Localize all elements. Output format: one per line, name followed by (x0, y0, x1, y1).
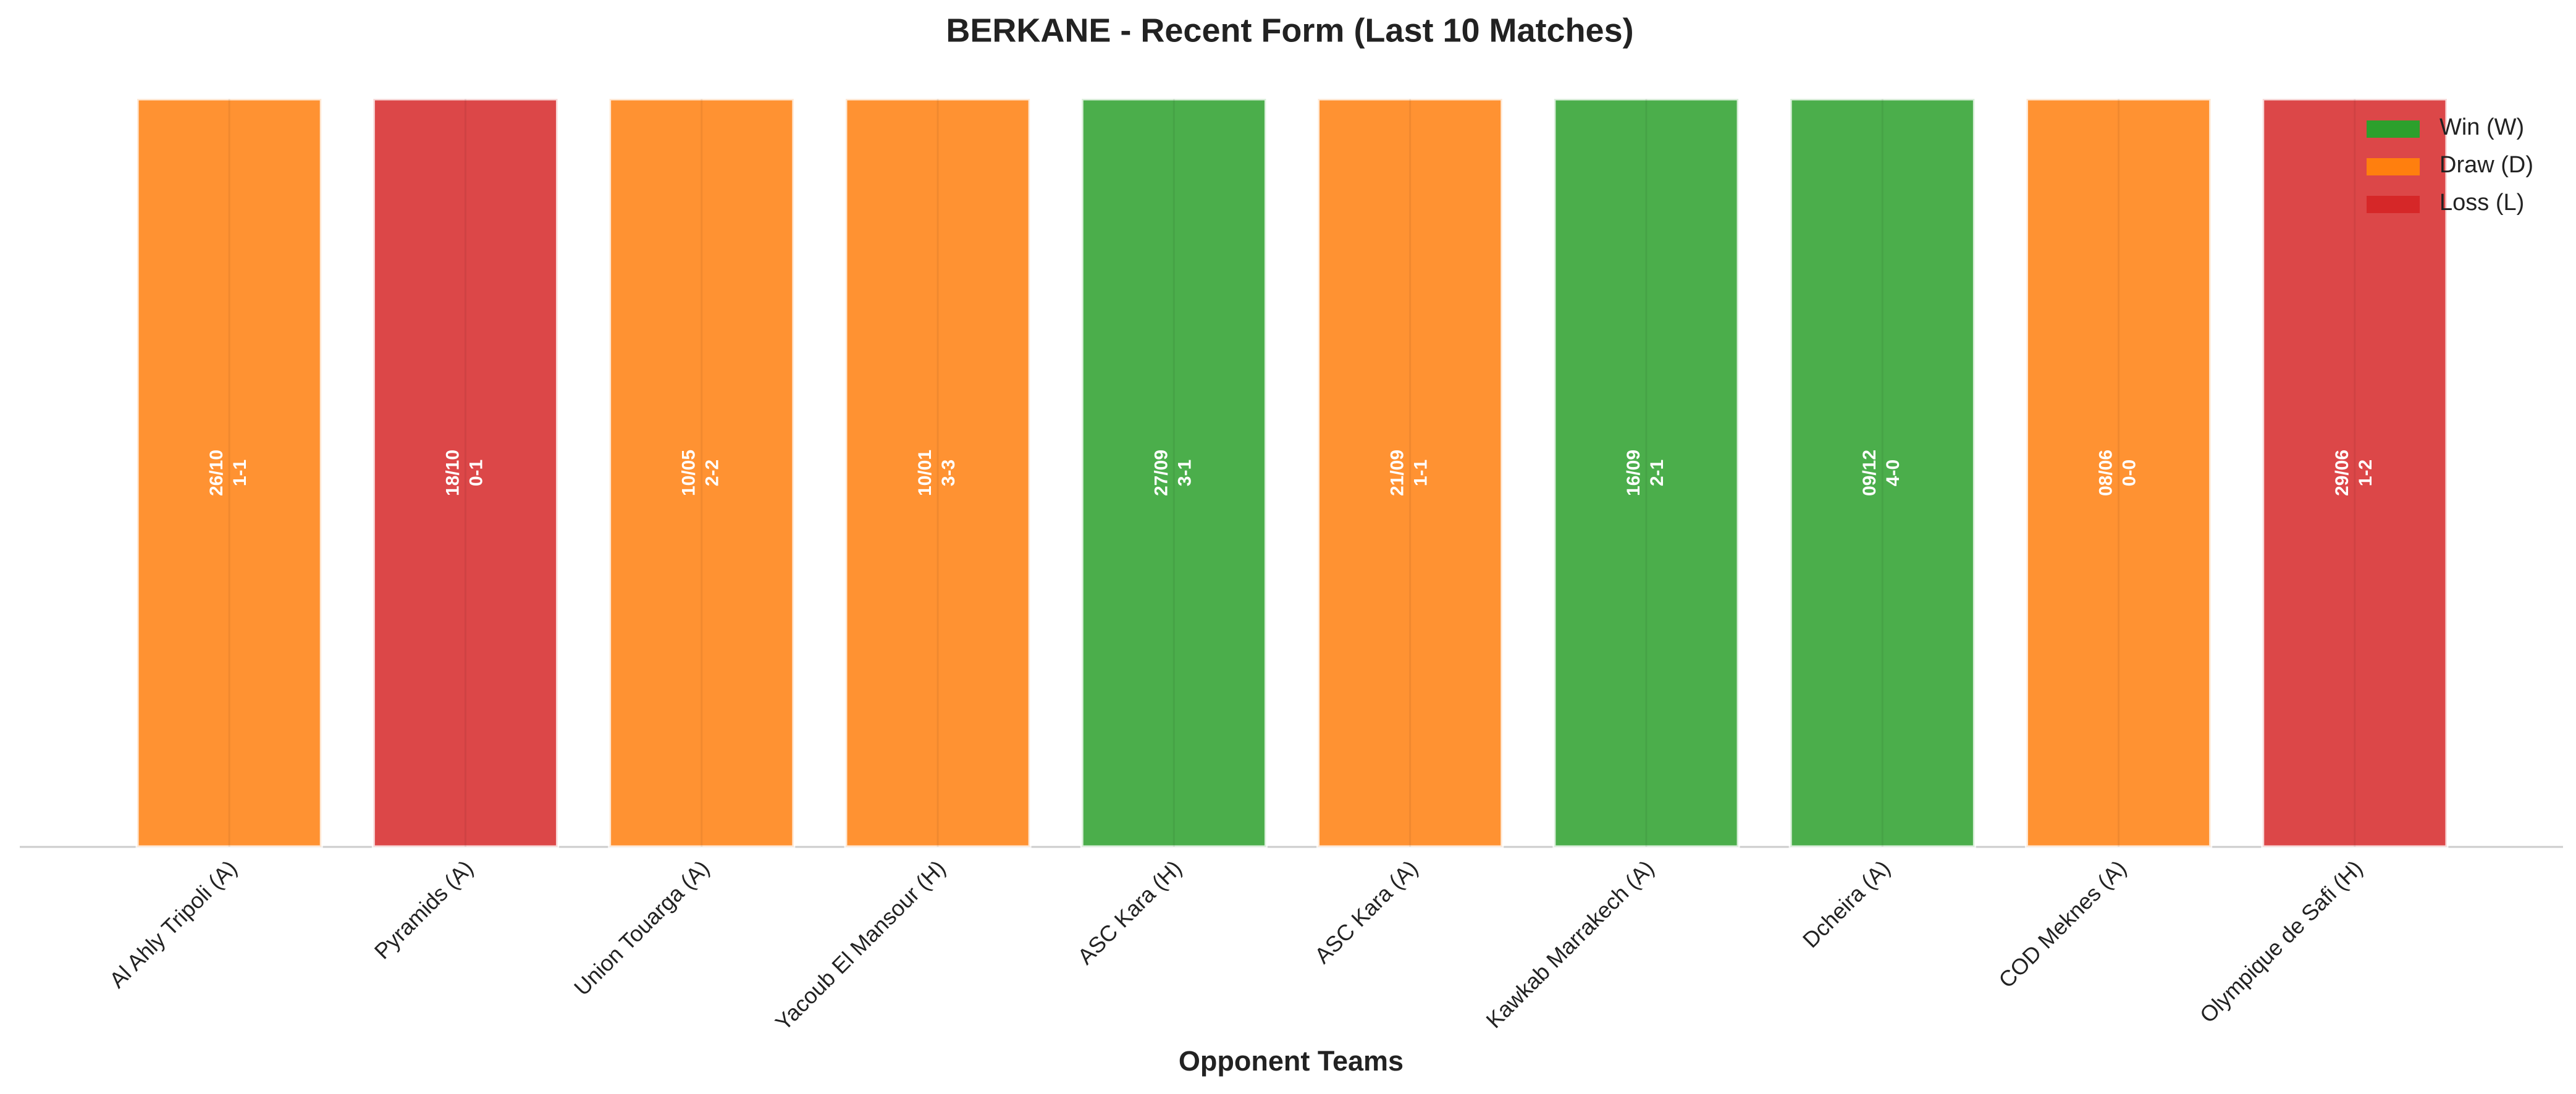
x-tick-label: Al Ahly Tripoli (A) (104, 855, 242, 993)
bar-date-label: 18/10 (442, 450, 463, 496)
bar (844, 97, 1032, 849)
bar-score-label: 2-2 (702, 460, 723, 486)
legend-label: Loss (L) (2439, 190, 2524, 216)
bar-score-label: 2-1 (1647, 460, 1667, 486)
bar-date-label: 27/09 (1151, 450, 1171, 496)
bar (2261, 97, 2449, 849)
bar-score-label: 1-2 (2355, 460, 2376, 486)
x-tick-label: ASC Kara (H) (1072, 855, 1187, 969)
bar (608, 97, 796, 849)
bar (1080, 97, 1268, 849)
bar-date-label: 29/06 (2332, 450, 2352, 496)
x-tick-label: Yacoub El Mansour (H) (770, 855, 951, 1035)
bar-date-label: 10/01 (915, 450, 935, 496)
bar-date-label: 26/10 (206, 450, 227, 496)
bar (1788, 97, 1976, 849)
bar-score-label: 4-0 (1883, 460, 1903, 486)
bar (1316, 97, 1504, 849)
x-tick-label: COD Meknes (A) (1993, 855, 2131, 993)
bar-date-label: 10/05 (679, 450, 699, 496)
legend-swatch (2367, 158, 2420, 175)
bar-date-label: 21/09 (1387, 450, 1408, 496)
bar (135, 97, 323, 849)
bar (2024, 97, 2213, 849)
x-tick-label: Pyramids (A) (369, 855, 478, 964)
legend-label: Win (W) (2439, 114, 2524, 140)
x-tick-label: Olympique de Safi (H) (2195, 855, 2367, 1027)
x-axis-label: Opponent Teams (1179, 1045, 1404, 1077)
bar-score-label: 3-3 (938, 460, 959, 486)
bar-date-label: 08/06 (2095, 450, 2116, 496)
x-tick-label: ASC Kara (A) (1310, 855, 1423, 968)
bar (371, 97, 560, 849)
legend-swatch (2367, 120, 2420, 138)
bar-score-label: 3-1 (1174, 460, 1195, 486)
legend-swatch (2367, 196, 2420, 213)
bar-date-label: 16/09 (1623, 450, 1644, 496)
bar-score-label: 0-1 (466, 460, 486, 486)
bar (1552, 97, 1740, 849)
x-tick-label: Union Touarga (A) (569, 855, 714, 1000)
x-tick-label: Dcheira (A) (1798, 855, 1895, 953)
bar-score-label: 1-1 (230, 460, 250, 486)
x-tick-label: Kawkab Marrakech (A) (1481, 855, 1659, 1033)
chart-title: BERKANE - Recent Form (Last 10 Matches) (946, 12, 1633, 49)
bar-date-label: 09/12 (1859, 450, 1880, 496)
bar-score-label: 0-0 (2119, 460, 2139, 486)
bar-score-label: 1-1 (1411, 460, 1431, 486)
legend-label: Draw (D) (2439, 152, 2533, 178)
